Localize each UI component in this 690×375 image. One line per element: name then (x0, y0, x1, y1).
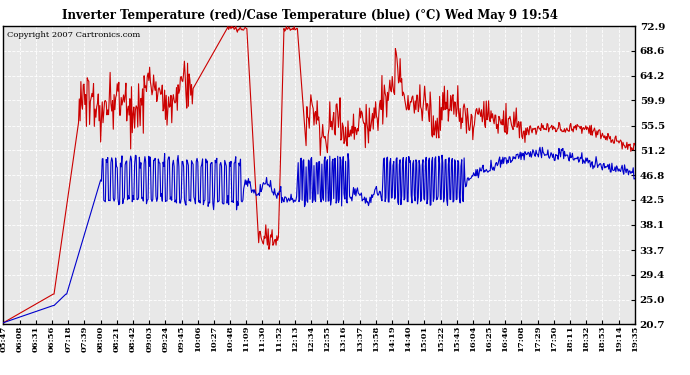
Text: Inverter Temperature (red)/Case Temperature (blue) (°C) Wed May 9 19:54: Inverter Temperature (red)/Case Temperat… (63, 9, 558, 22)
Text: Copyright 2007 Cartronics.com: Copyright 2007 Cartronics.com (7, 31, 140, 39)
